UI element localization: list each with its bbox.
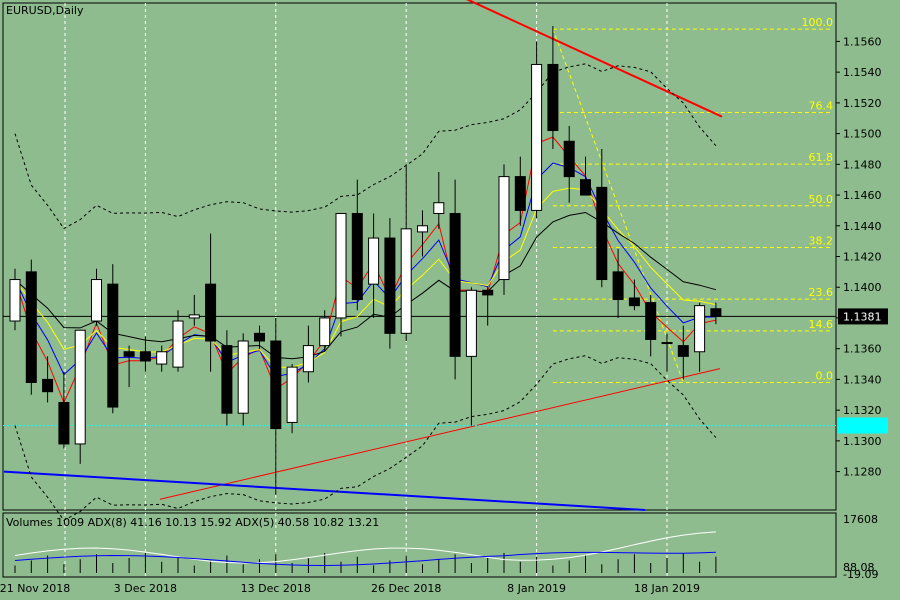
- y-tick-label: 1.1460: [843, 189, 882, 202]
- indicator-pane-frame: [2, 512, 837, 578]
- y-tick-label: 1.1540: [843, 66, 882, 79]
- y-tick-label: 1.1340: [843, 373, 882, 386]
- candle-body: [417, 225, 428, 233]
- candle-body: [645, 302, 657, 340]
- indicator-label: Volumes 1009 ADX(8) 41.16 10.13 15.92 AD…: [6, 516, 380, 529]
- moving-average-line: [14, 136, 717, 404]
- indicator-tick-label: 17608: [843, 513, 878, 526]
- candle-body: [628, 297, 640, 307]
- candle-body: [254, 332, 265, 342]
- x-tick-label: 26 Dec 2018: [371, 582, 441, 595]
- fib-level-label: 100.0: [802, 16, 834, 29]
- candle-body: [156, 351, 168, 365]
- fib-level-label: 76.4: [809, 100, 834, 113]
- candle-body: [514, 176, 526, 211]
- candle-body: [172, 320, 184, 368]
- candle-body: [400, 228, 412, 334]
- candle-body: [498, 176, 510, 281]
- candle-body: [335, 212, 347, 319]
- candle-body: [563, 140, 575, 178]
- candle-body: [221, 345, 233, 414]
- candle-body: [368, 237, 380, 285]
- lower-band: [14, 355, 717, 522]
- cyan-badge: [838, 417, 888, 434]
- candle-body: [612, 271, 624, 301]
- y-tick-label: 1.1560: [843, 35, 882, 48]
- candle-body: [123, 351, 135, 357]
- candle-body: [465, 289, 477, 357]
- y-tick-label: 1.1480: [843, 158, 882, 171]
- candle-body: [107, 283, 119, 408]
- candle-body: [302, 345, 314, 373]
- y-tick-label: 1.1400: [843, 281, 882, 294]
- candle-body: [694, 305, 706, 353]
- fib-level-label: 23.6: [809, 286, 834, 299]
- fib-level-label: 38.2: [809, 234, 834, 247]
- x-tick-label: 18 Jan 2019: [634, 582, 700, 595]
- adx-line-white: [14, 531, 716, 564]
- price-badge: [838, 308, 888, 325]
- candle-body: [710, 308, 722, 317]
- fib-level-label: 50.0: [809, 193, 834, 206]
- candle-body: [596, 186, 608, 281]
- candle-body: [139, 351, 151, 362]
- main-pane-frame: [2, 2, 837, 511]
- fib-level-label: 0.0: [816, 369, 834, 382]
- y-tick-label: 1.1280: [843, 466, 882, 479]
- candle-body: [270, 340, 282, 430]
- fib-level-label: 61.8: [809, 151, 834, 164]
- y-tick-label: 1.1520: [843, 97, 882, 110]
- y-tick-label: 1.1420: [843, 251, 882, 264]
- candle-body: [433, 202, 445, 214]
- candle-body: [677, 345, 689, 357]
- candle-body: [205, 283, 217, 342]
- x-tick-label: 3 Dec 2018: [114, 582, 177, 595]
- candle-body: [188, 314, 200, 319]
- chart-title: EURUSD,Daily: [6, 4, 84, 17]
- candle-body: [91, 279, 102, 322]
- adx-line-blue: [14, 551, 716, 567]
- candle-body: [9, 279, 21, 322]
- candle-body: [531, 63, 543, 211]
- candle-body: [58, 401, 70, 445]
- candle-body: [351, 212, 363, 301]
- blue-trendline: [3, 470, 646, 511]
- candle-body: [286, 366, 298, 423]
- candle-body: [74, 329, 86, 445]
- candle-body: [661, 342, 673, 345]
- y-tick-label: 1.1360: [843, 343, 882, 356]
- x-tick-label: 8 Jan 2019: [507, 582, 566, 595]
- candle-body: [319, 317, 331, 347]
- upper-band: [14, 63, 717, 230]
- fib-level-label: 14.6: [809, 318, 834, 331]
- moving-average-line: [14, 211, 717, 360]
- support-trendline: [159, 368, 721, 500]
- candle-body: [237, 340, 249, 414]
- price-badge-label: 1.1381: [843, 310, 882, 323]
- indicator-tick-label: 88.08: [843, 561, 875, 574]
- y-tick-label: 1.1320: [843, 404, 882, 417]
- candle-body: [449, 212, 461, 357]
- y-tick-label: 1.1500: [843, 128, 882, 141]
- x-tick-label: 21 Nov 2018: [0, 582, 70, 595]
- indicator-tick-label: -19.09: [843, 568, 878, 581]
- candle-body: [547, 63, 559, 132]
- candle-body: [384, 237, 396, 334]
- candle-body: [25, 271, 37, 383]
- moving-average-line: [14, 162, 716, 378]
- y-tick-label: 1.1300: [843, 435, 882, 448]
- resistance-trendline: [466, 0, 723, 118]
- moving-average-line: [14, 187, 716, 368]
- candle-body: [580, 179, 591, 196]
- candle-body: [42, 378, 54, 393]
- candle-body: [482, 289, 494, 296]
- y-tick-label: 1.1440: [843, 220, 882, 233]
- x-tick-label: 13 Dec 2018: [241, 582, 311, 595]
